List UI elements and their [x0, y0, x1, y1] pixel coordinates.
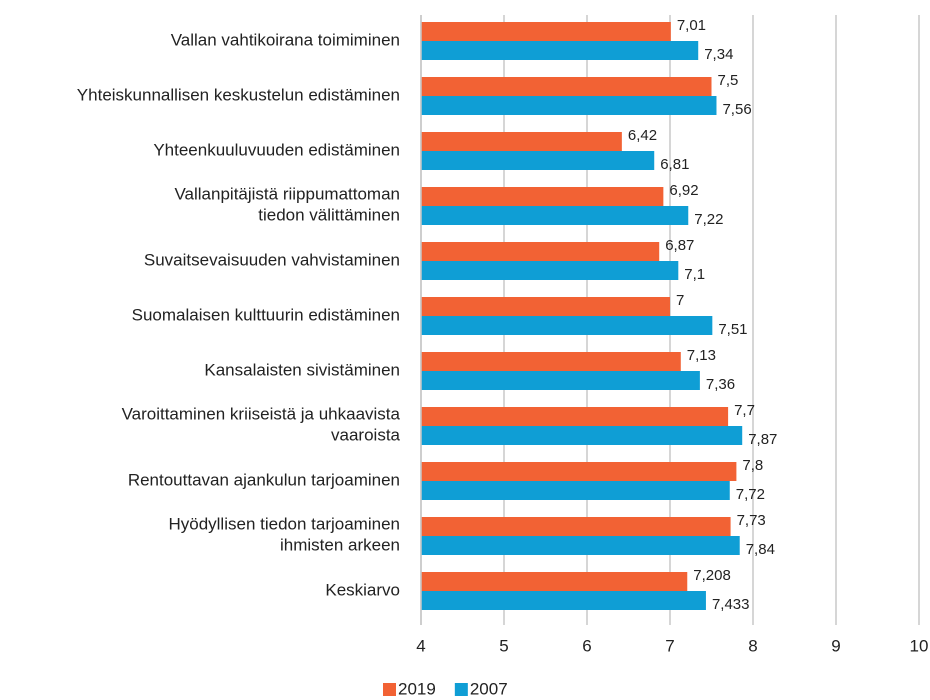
bar [421, 407, 729, 426]
bar [421, 187, 664, 206]
legend-swatch [454, 683, 468, 696]
value-label: 7,7 [734, 402, 755, 419]
category-label: Varoittaminen kriiseistä ja uhkaavista va… [122, 405, 401, 445]
value-label: 7,8 [742, 457, 763, 474]
value-label: 7,5 [718, 72, 739, 89]
category-label: Keskiarvo [325, 580, 400, 599]
category-label: Vallan vahtikoirana toimiminen [171, 30, 400, 49]
category-label: Suvaitsevaisuuden vahvistaminen [144, 250, 400, 269]
value-label: 7,84 [746, 541, 775, 558]
bar [421, 352, 681, 371]
category-label: Kansalaisten sivistäminen [204, 360, 400, 379]
value-label: 7,34 [704, 46, 733, 63]
bar [421, 297, 670, 316]
value-label: 7,433 [712, 596, 750, 613]
value-label: 7,01 [677, 17, 706, 34]
bar [421, 96, 717, 115]
value-label: 7,51 [718, 321, 747, 338]
value-label: 6,92 [669, 182, 698, 199]
value-label: 7,36 [706, 376, 735, 393]
category-label: Yhteenkuuluvuuden edistäminen [153, 140, 400, 159]
bar [421, 536, 740, 555]
x-tick-label: 10 [910, 636, 929, 655]
bar [421, 316, 713, 335]
x-tick-label: 5 [499, 636, 508, 655]
bar [421, 242, 660, 261]
bar [421, 572, 688, 591]
bar [421, 481, 730, 500]
bar [421, 261, 679, 280]
bar [421, 132, 622, 151]
legend-swatch [383, 683, 396, 696]
x-tick-label: 8 [748, 636, 757, 655]
bar [421, 371, 700, 390]
value-label: 6,81 [660, 156, 689, 173]
category-label: Yhteiskunnallisen keskustelun edistämine… [77, 85, 400, 104]
category-label: Hyödyllisen tiedon tarjoaminen ihmisten a… [168, 515, 400, 555]
legend-label: 2019 [398, 679, 436, 698]
bar [421, 22, 671, 41]
value-label: 6,42 [628, 127, 657, 144]
category-label: Suomalaisen kulttuurin edistäminen [132, 305, 400, 324]
value-label: 7,208 [693, 567, 731, 584]
category-label: Vallanpitäjistä riippumattoman tiedon väl… [174, 185, 400, 225]
value-label: 7,13 [687, 347, 716, 364]
value-label: 7,72 [736, 486, 765, 503]
x-tick-label: 9 [831, 636, 840, 655]
bar [421, 591, 706, 610]
legend-label: 2007 [470, 679, 508, 698]
category-label: Rentouttavan ajankulun tarjoaminen [128, 470, 400, 489]
bar [421, 462, 737, 481]
value-label: 6,87 [665, 237, 694, 254]
bar [421, 206, 689, 225]
value-label: 7,56 [722, 101, 751, 118]
x-tick-label: 6 [582, 636, 591, 655]
bar [421, 41, 699, 60]
value-label: 7,73 [737, 512, 766, 529]
value-label: 7,87 [748, 431, 777, 448]
bar [421, 77, 712, 96]
value-label: 7 [676, 292, 684, 309]
value-label: 7,1 [684, 266, 705, 283]
value-label: 7,22 [694, 211, 723, 228]
x-tick-label: 7 [665, 636, 674, 655]
x-tick-label: 4 [416, 636, 425, 655]
bar [421, 517, 731, 536]
bar [421, 151, 655, 170]
bar [421, 426, 743, 445]
